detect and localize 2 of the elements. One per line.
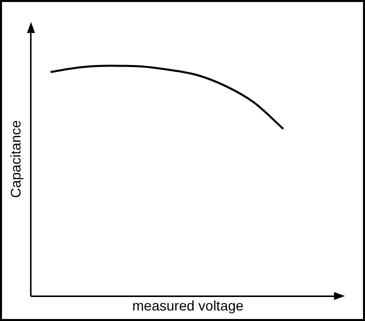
y-axis-title: Capacitance: [7, 120, 24, 198]
x-axis-title: measured voltage: [132, 297, 244, 314]
